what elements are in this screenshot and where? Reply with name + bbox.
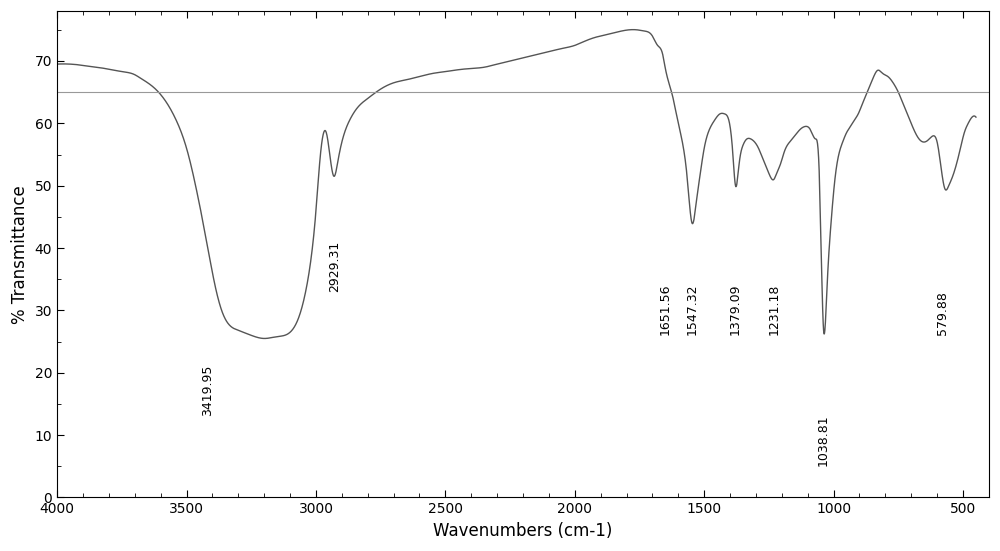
Text: 1038.81: 1038.81 — [817, 415, 830, 466]
X-axis label: Wavenumbers (cm-1): Wavenumbers (cm-1) — [433, 522, 613, 540]
Y-axis label: % Transmittance: % Transmittance — [11, 185, 29, 323]
Text: 1547.32: 1547.32 — [685, 284, 698, 336]
Text: 1379.09: 1379.09 — [729, 284, 742, 336]
Text: 3419.95: 3419.95 — [201, 365, 214, 417]
Text: 1651.56: 1651.56 — [658, 284, 671, 336]
Text: 1231.18: 1231.18 — [767, 284, 780, 336]
Text: 2929.31: 2929.31 — [328, 240, 341, 291]
Text: 579.88: 579.88 — [936, 291, 949, 336]
